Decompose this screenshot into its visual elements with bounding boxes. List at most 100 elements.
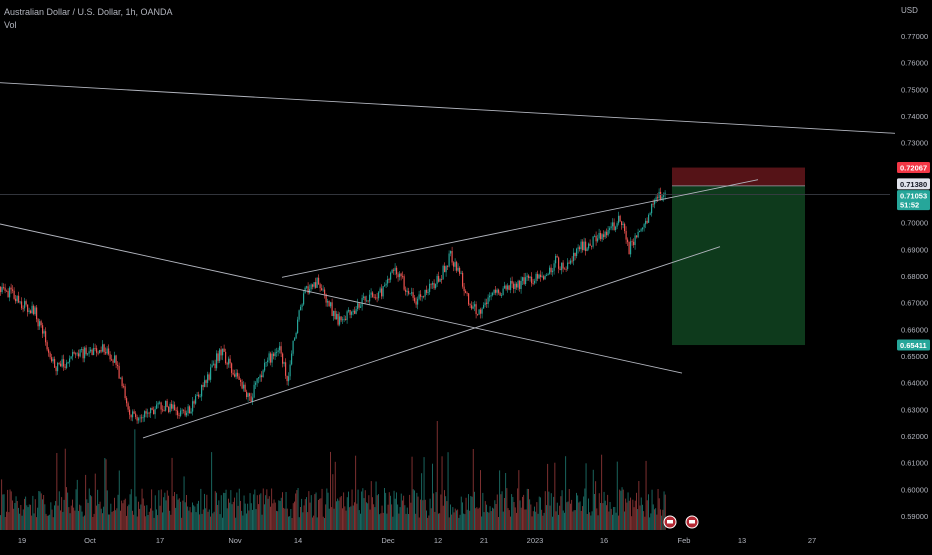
volume-bar [199,514,201,530]
price-tick-label: 0.77000 [901,32,928,41]
volume-bar [397,504,399,530]
candle-body [496,289,498,293]
candle-body [622,223,624,225]
volume-bar [603,491,605,530]
volume-bar [459,514,461,530]
candle-body [600,233,602,240]
volume-bar [82,516,84,530]
candle-body [390,272,392,280]
volume-bar [314,494,316,530]
candle-body [504,285,506,289]
volume-bar [219,514,221,530]
candle-body [114,355,116,363]
candle-body [49,352,51,358]
candle-body [373,296,375,298]
volume-bar [622,489,624,530]
candle-body [76,353,78,355]
candle-body [633,241,635,246]
candle-body [412,292,414,298]
volume-bar [212,513,214,530]
candle-body [520,280,522,289]
candle-body [502,288,504,296]
volume-bar [411,456,413,530]
candle-body [328,301,330,307]
volume-bar [109,514,111,530]
symbol-title[interactable]: Australian Dollar / U.S. Dollar, 1h, OAN… [4,7,173,17]
volume-bar [657,489,659,530]
volume-bar [598,493,600,530]
volume-bar [592,469,594,530]
volume-bar [50,502,52,530]
candle-body [382,286,384,297]
volume-bar [428,515,430,530]
volume-bar [402,500,403,530]
volume-bar [369,509,371,530]
volume-bar [184,502,186,530]
volume-bar [597,515,599,530]
price-axis[interactable]: USD 0.59000 0.60000 0.61000 0.62000 0.63000 0… [901,6,928,521]
volume-bar [536,502,538,530]
candle-body [525,277,527,284]
volume-legend[interactable]: Vol [4,20,17,30]
volume-bar [202,509,204,530]
candle-body [640,229,642,231]
volume-bar [128,504,130,530]
candle-body [348,310,350,312]
volume-bar [116,508,118,530]
volume-bar [288,516,289,530]
volume-bar [39,491,41,530]
candle-body [549,267,551,274]
candle-body [70,356,72,359]
volume-bar [259,494,261,530]
candle-body [124,386,126,399]
volume-bar [64,448,66,530]
volume-bar [253,494,255,530]
volume-bar [34,499,36,530]
candle-body [295,333,297,339]
candle-body [370,292,372,295]
volume-bar [501,491,503,530]
volume-bar [55,501,57,530]
candle-body [210,367,212,380]
volume-bar [540,497,541,530]
volume-bar [181,517,183,530]
volume-bar [87,502,89,530]
volume-bar [43,495,45,530]
candle-body [43,331,45,334]
candle-body [444,265,446,273]
volume-bar [370,481,372,530]
volume-bar [300,507,301,530]
candle-body [499,292,501,296]
candle-body [517,280,519,288]
candle-body [298,310,300,320]
volume-bar [324,518,325,530]
event-markers[interactable] [663,515,699,529]
volume-bar [201,513,203,530]
candle-body [664,192,666,196]
volume-bar [654,509,655,530]
volume-bar [247,503,249,530]
volume-bar [345,510,347,530]
candle-body [591,245,593,247]
time-tick-label: 14 [294,536,302,545]
candle-body [628,242,630,255]
price-tick-label: 0.75000 [901,85,928,94]
candle-body [195,395,197,404]
candle-body [342,319,344,321]
candle-body [48,349,50,353]
volume-bar [319,498,321,530]
position-tool[interactable] [0,167,890,346]
volume-bar [282,492,283,530]
volume-bar [448,517,450,530]
candle-body [601,234,603,240]
trendlines-layer[interactable] [0,82,896,439]
candle-body [310,284,312,290]
volume-bar [542,515,544,530]
volume-bar [160,489,162,530]
volume-bar [373,504,375,530]
time-axis[interactable]: 19 Oct 17 Nov 14 Dec 12 21 2023 16 Feb 13 27 [18,536,816,545]
candle-body [255,382,257,385]
candle-body [58,363,60,364]
